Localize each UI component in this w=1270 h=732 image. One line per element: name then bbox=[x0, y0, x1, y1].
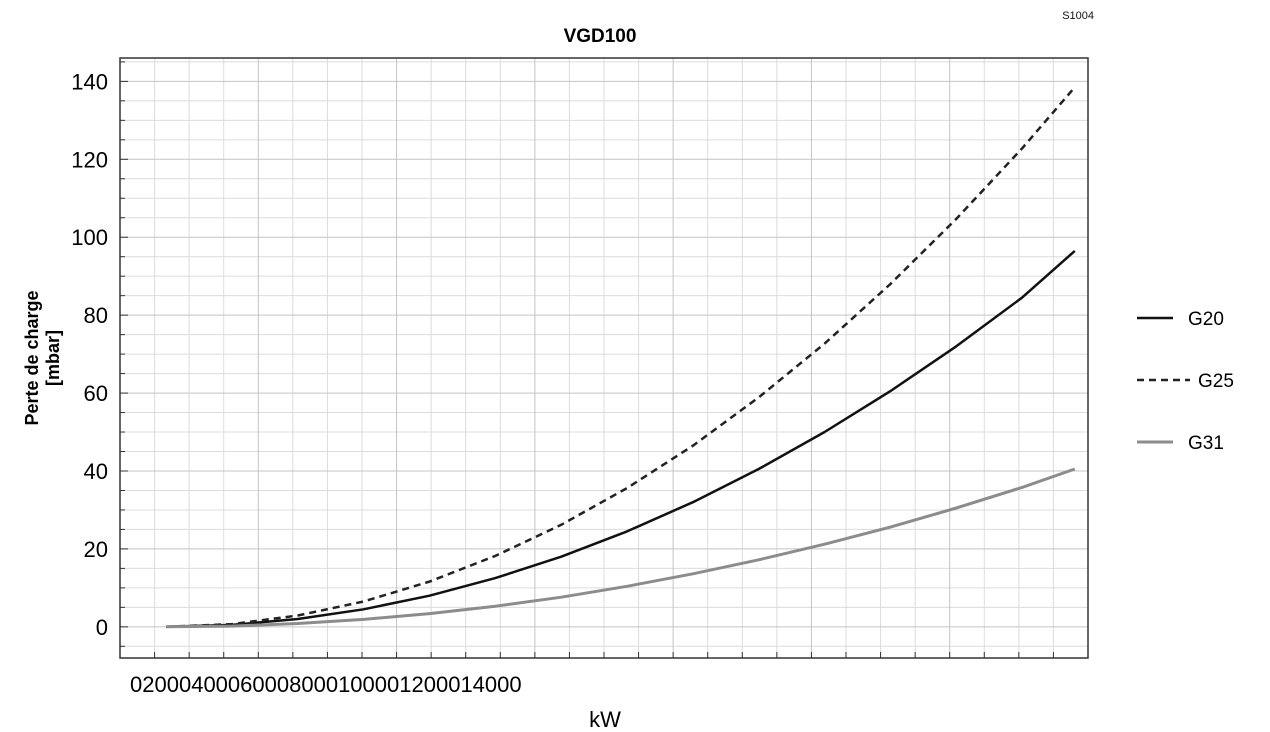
x-tick-label: 6000 bbox=[240, 672, 289, 697]
x-tick-label: 2000 bbox=[142, 672, 191, 697]
y-tick-label: 100 bbox=[71, 225, 108, 250]
chart-title: VGD100 bbox=[564, 26, 637, 47]
x-axis-label: kW bbox=[589, 707, 621, 732]
y-tick-label: 40 bbox=[84, 459, 108, 484]
y-tick-label: 140 bbox=[71, 69, 108, 94]
legend: G20 G25 G31 bbox=[1137, 309, 1234, 454]
x-tick-labels: 02000400060008000100001200014000 bbox=[130, 672, 522, 697]
series-line-g25 bbox=[166, 86, 1076, 629]
y-axis-label-line-2: [mbar] bbox=[43, 330, 63, 386]
x-tick-label: 0 bbox=[130, 672, 142, 697]
y-tick-label: 120 bbox=[71, 147, 108, 172]
legend-label-g31: G31 bbox=[1188, 433, 1224, 454]
legend-label-g20: G20 bbox=[1188, 309, 1224, 330]
series-line-g20 bbox=[166, 249, 1076, 629]
x-tick-label: 14000 bbox=[460, 672, 521, 697]
x-tick-labels-row: 02000400060008000100001200014000 bbox=[130, 672, 522, 697]
x-tick-label: 4000 bbox=[191, 672, 240, 697]
x-tick-label: 10000 bbox=[338, 672, 399, 697]
y-tick-label: 0 bbox=[96, 615, 108, 640]
series-lines bbox=[166, 86, 1076, 629]
axis-ticks bbox=[120, 61, 1054, 658]
y-axis-label-line-1: Perte de charge bbox=[22, 290, 42, 425]
y-tick-label: 20 bbox=[84, 537, 108, 562]
legend-label-g25: G25 bbox=[1198, 371, 1234, 392]
y-tick-labels: 0 20 40 60 80 100 120 140 bbox=[71, 69, 108, 639]
y-tick-label: 80 bbox=[84, 303, 108, 328]
x-tick-label: 12000 bbox=[399, 672, 460, 697]
y-tick-label: 60 bbox=[84, 381, 108, 406]
series-line-g31 bbox=[166, 467, 1076, 629]
grid-minor bbox=[120, 58, 1088, 658]
grid-major bbox=[120, 58, 1088, 658]
x-tick-label: 8000 bbox=[289, 672, 338, 697]
chart-code-label: S1004 bbox=[1062, 10, 1094, 22]
